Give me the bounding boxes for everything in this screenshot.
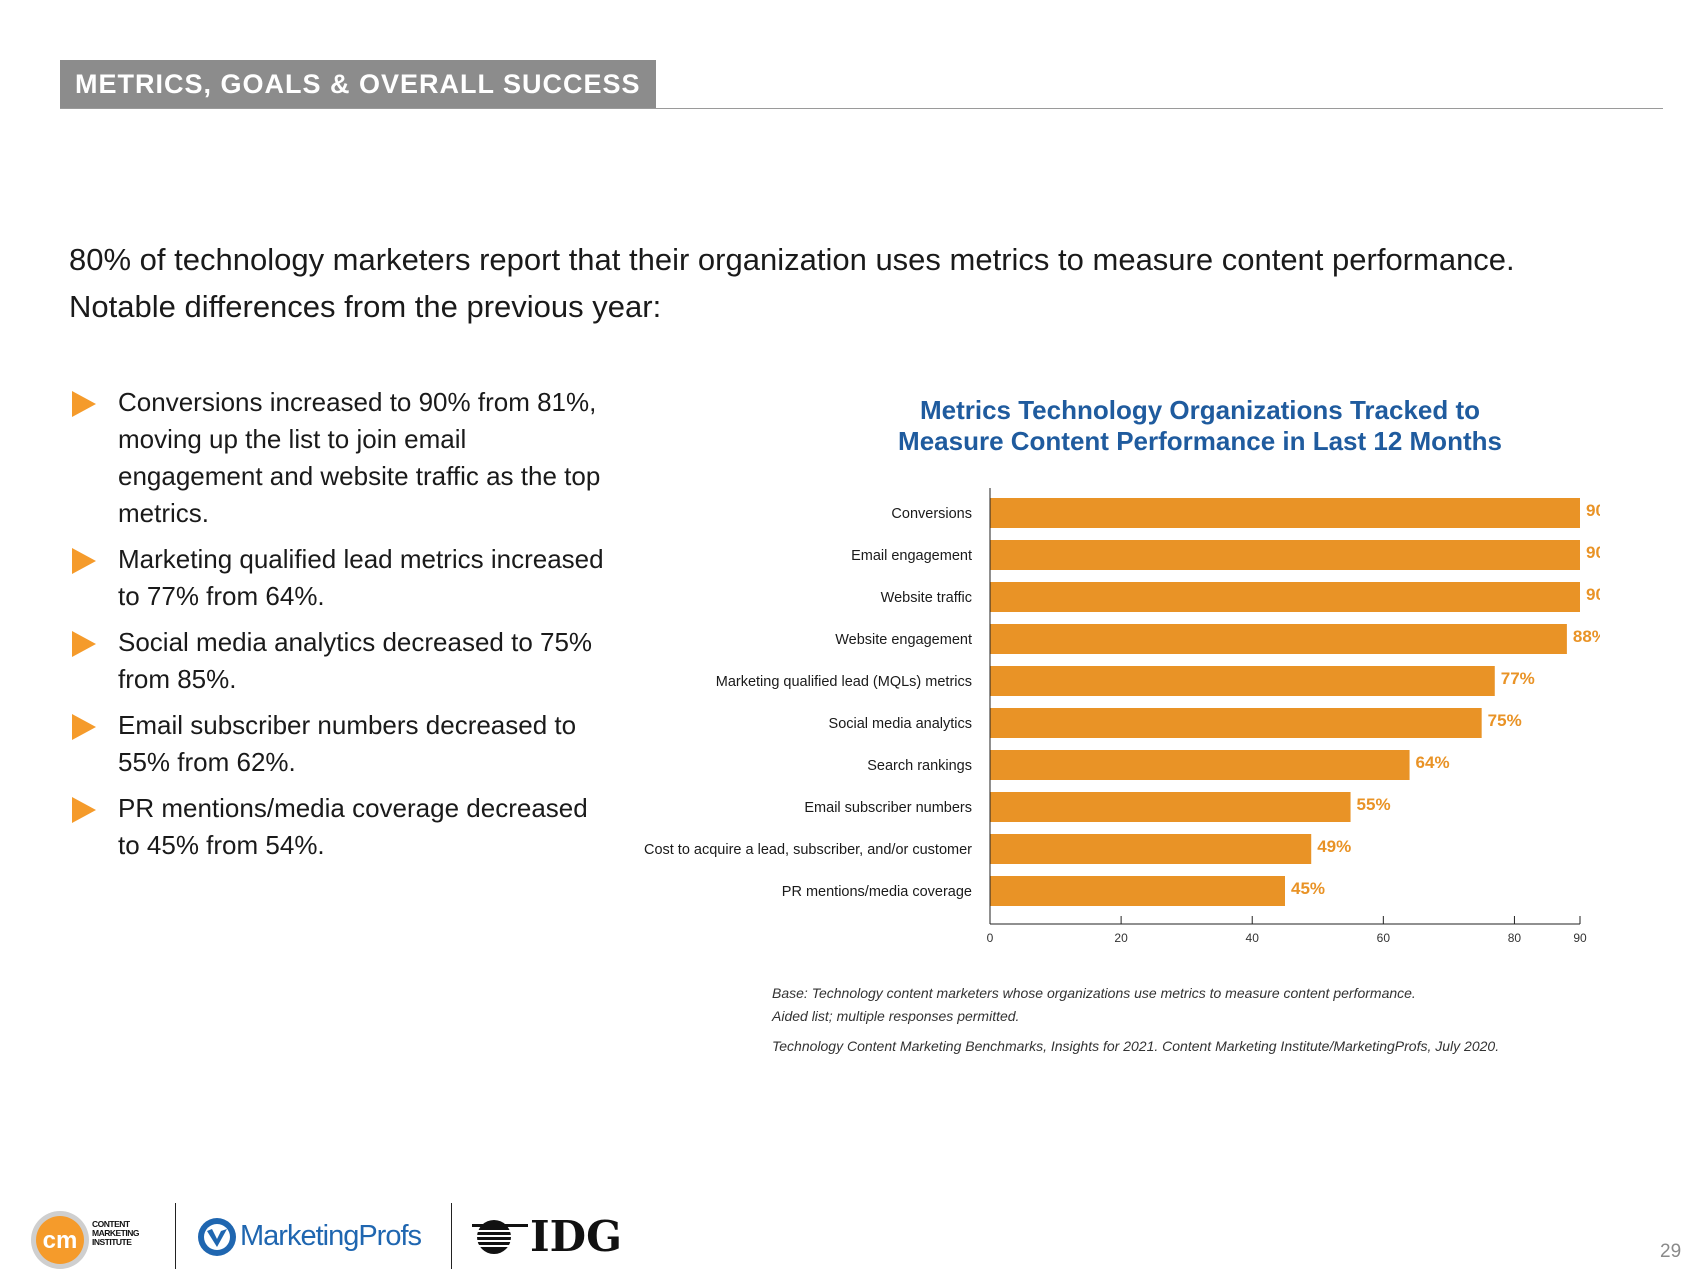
section-divider bbox=[60, 108, 1663, 109]
logo-divider bbox=[175, 1203, 176, 1269]
triangle-bullet-icon bbox=[72, 548, 96, 574]
bullet-text: Marketing qualified lead metrics increas… bbox=[118, 544, 604, 611]
triangle-bullet-icon bbox=[72, 631, 96, 657]
bullet-item: Marketing qualified lead metrics increas… bbox=[70, 541, 610, 615]
cmi-mark-text: cm bbox=[43, 1227, 78, 1254]
bullet-text: Email subscriber numbers decreased to 55… bbox=[118, 710, 577, 777]
category-label: Email engagement bbox=[851, 548, 972, 564]
triangle-bullet-icon bbox=[72, 391, 96, 417]
bar bbox=[990, 834, 1312, 864]
marketingprofs-logo-icon bbox=[198, 1218, 236, 1256]
value-label: 75% bbox=[1488, 711, 1522, 730]
x-tick-label: 60 bbox=[1377, 931, 1391, 945]
idg-logo-text: IDG bbox=[530, 1212, 622, 1261]
bar bbox=[990, 876, 1285, 906]
bullet-text: Conversions increased to 90% from 81%, m… bbox=[118, 387, 601, 528]
bar bbox=[990, 624, 1567, 654]
bar bbox=[990, 708, 1482, 738]
source-note: Technology Content Marketing Benchmarks,… bbox=[772, 1038, 1500, 1054]
category-label: Social media analytics bbox=[829, 716, 972, 732]
value-label: 90% bbox=[1586, 585, 1600, 604]
bullet-item: Email subscriber numbers decreased to 55… bbox=[70, 707, 610, 781]
bullet-item: PR mentions/media coverage decreased to … bbox=[70, 790, 610, 864]
bar bbox=[990, 498, 1580, 528]
chart-notes: Base: Technology content marketers whose… bbox=[772, 982, 1499, 1058]
category-label: Cost to acquire a lead, subscriber, and/… bbox=[644, 842, 972, 858]
value-label: 45% bbox=[1291, 879, 1325, 898]
x-tick-label: 80 bbox=[1508, 931, 1522, 945]
intro-line-2: Notable differences from the previous ye… bbox=[69, 289, 662, 324]
bullet-item: Conversions increased to 90% from 81%, m… bbox=[70, 384, 610, 532]
value-label: 90% bbox=[1586, 501, 1600, 520]
bullet-text: Social media analytics decreased to 75% … bbox=[118, 627, 593, 694]
x-tick-label: 20 bbox=[1114, 931, 1128, 945]
base-note-line-1: Base: Technology content marketers whose… bbox=[772, 985, 1416, 1001]
value-label: 49% bbox=[1317, 837, 1351, 856]
cmi-logo-text: CONTENT MARKETING INSTITUTE bbox=[92, 1220, 139, 1247]
bullet-item: Social media analytics decreased to 75% … bbox=[70, 624, 610, 698]
category-label: Search rankings bbox=[867, 758, 972, 774]
x-tick-label: 40 bbox=[1246, 931, 1260, 945]
marketingprofs-logo-text: MarketingProfs bbox=[240, 1220, 422, 1252]
bar bbox=[990, 666, 1495, 696]
chart-title-line-2: Measure Content Performance in Last 12 M… bbox=[898, 426, 1502, 456]
triangle-bullet-icon bbox=[72, 797, 96, 823]
bar bbox=[990, 750, 1410, 780]
value-label: 64% bbox=[1416, 753, 1450, 772]
category-label: Email subscriber numbers bbox=[804, 800, 972, 816]
category-label: Website engagement bbox=[835, 632, 972, 648]
category-label: PR mentions/media coverage bbox=[782, 884, 972, 900]
value-label: 55% bbox=[1357, 795, 1391, 814]
value-label: 77% bbox=[1501, 669, 1535, 688]
bar bbox=[990, 792, 1351, 822]
x-tick-label: 90 bbox=[1573, 931, 1587, 945]
chart-title-line-1: Metrics Technology Organizations Tracked… bbox=[919, 395, 1481, 425]
cmi-logo-line-2: MARKETING bbox=[92, 1228, 139, 1238]
bar bbox=[990, 540, 1580, 570]
bullet-text: PR mentions/media coverage decreased to … bbox=[118, 793, 588, 860]
intro-line-1: 80% of technology marketers report that … bbox=[69, 242, 1515, 277]
chart-title: Metrics Technology Organizations Tracked… bbox=[800, 395, 1600, 457]
x-tick-label: 0 bbox=[987, 931, 994, 945]
bar bbox=[990, 582, 1580, 612]
bullet-list: Conversions increased to 90% from 81%, m… bbox=[70, 384, 610, 873]
category-label: Conversions bbox=[891, 506, 972, 522]
cmi-logo-icon: cm bbox=[31, 1211, 89, 1269]
cmi-logo-line-1: CONTENT bbox=[92, 1219, 130, 1229]
cmi-logo-line-3: INSTITUTE bbox=[92, 1237, 132, 1247]
section-title: METRICS, GOALS & OVERALL SUCCESS bbox=[60, 60, 656, 109]
intro-text: 80% of technology marketers report that … bbox=[69, 236, 1515, 330]
category-label: Website traffic bbox=[881, 590, 972, 606]
page-number: 29 bbox=[1660, 1241, 1682, 1262]
logo-divider bbox=[451, 1203, 452, 1269]
value-label: 90% bbox=[1586, 543, 1600, 562]
triangle-bullet-icon bbox=[72, 714, 96, 740]
bar-chart: Conversions 90% Email engagement 90% Website… bbox=[644, 488, 1600, 945]
value-label: 88% bbox=[1573, 627, 1600, 646]
base-note-line-2: Aided list; multiple responses permitted… bbox=[772, 1008, 1020, 1024]
idg-logo-icon bbox=[472, 1220, 528, 1254]
category-label: Marketing qualified lead (MQLs) metrics bbox=[716, 674, 972, 690]
